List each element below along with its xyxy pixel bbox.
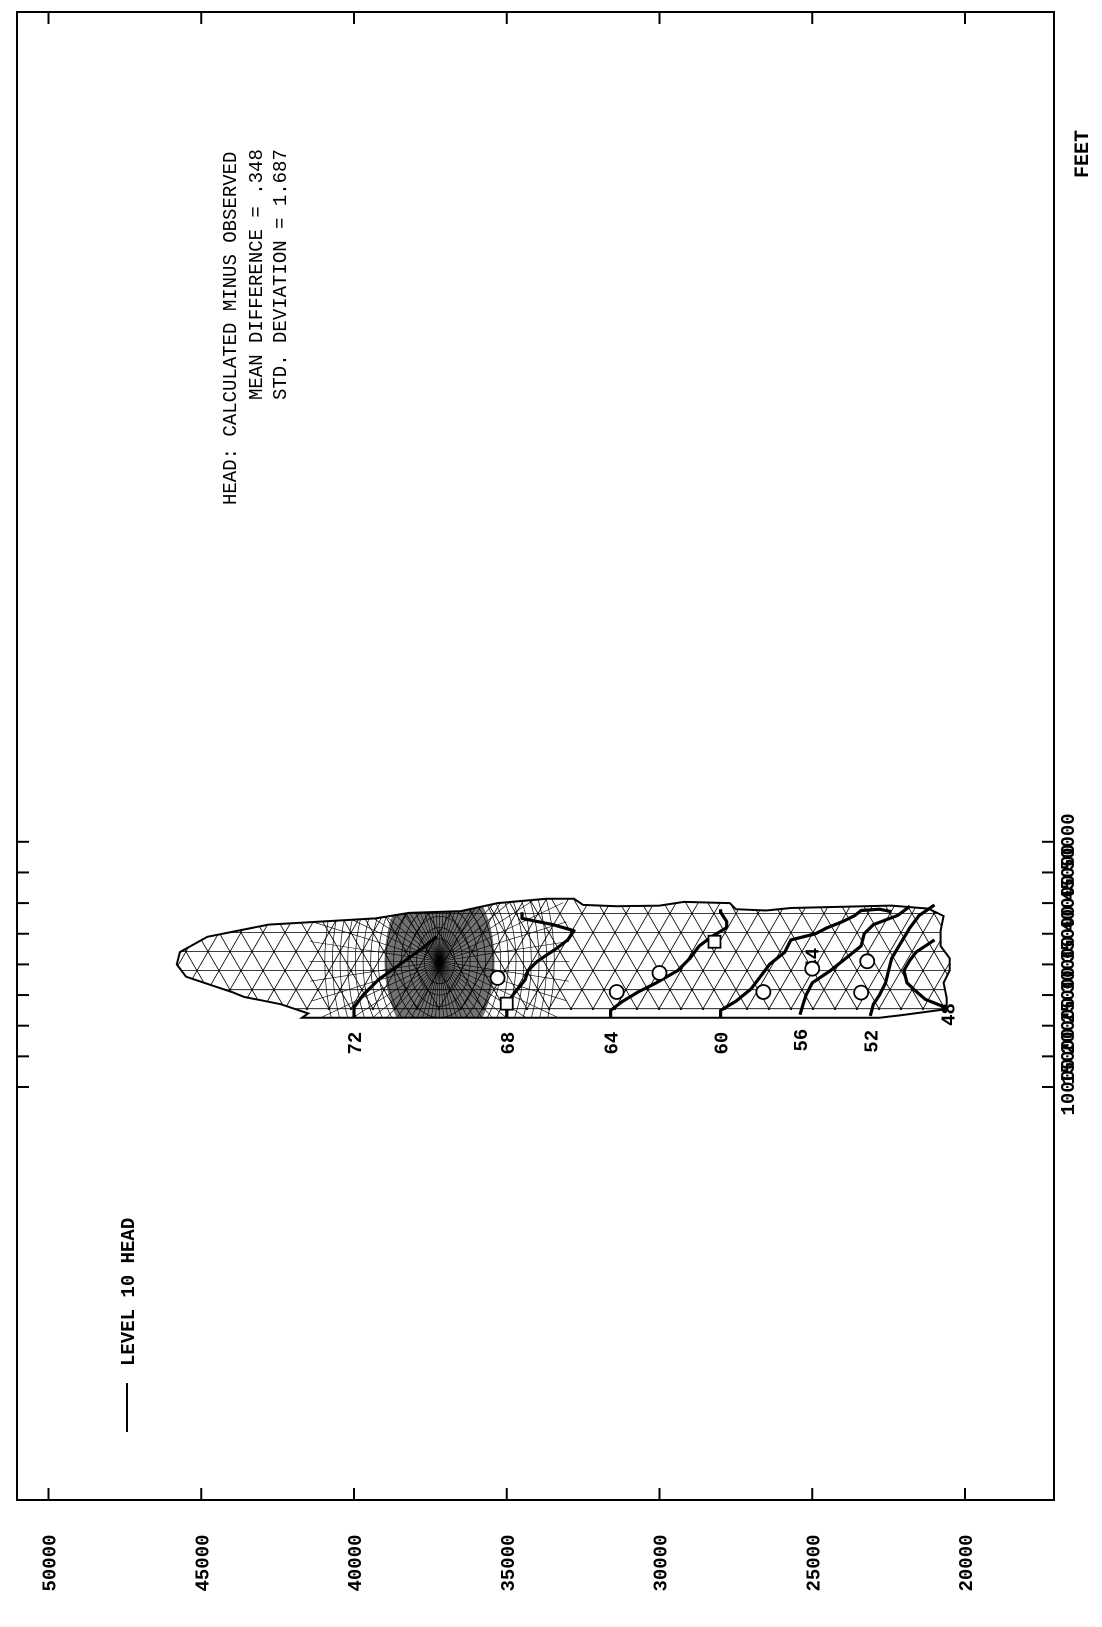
contour-label: 68	[498, 1032, 520, 1055]
contour-48: 48	[902, 938, 961, 1026]
y-axis: 20000 25000 30000 35000 40000 45000 50000	[40, 12, 978, 1592]
contour-56: 56	[791, 904, 911, 1052]
x-tick-label: 20000	[1058, 997, 1080, 1054]
observation-well-marker	[853, 984, 870, 1001]
contour-52: 52	[861, 903, 936, 1053]
observation-well-marker	[489, 969, 506, 986]
axes: 1000015000200002500030000350004000045000…	[17, 12, 1080, 1592]
legend: LEVEL 10 HEAD	[118, 1218, 140, 1432]
contour-label: 72	[345, 1032, 367, 1055]
legend-label: LEVEL 10 HEAD	[118, 1218, 140, 1366]
y-tick-label: 35000	[498, 1534, 520, 1591]
contour-line	[719, 907, 893, 1018]
plot-frame	[16, 11, 1055, 1501]
y-tick-label: 20000	[956, 1534, 978, 1591]
contour-label: 52	[861, 1030, 883, 1053]
y-tick-label: 25000	[803, 1534, 825, 1591]
contour-line	[352, 935, 438, 1018]
contour-label: 56	[791, 1029, 813, 1052]
observation-well-marker	[499, 996, 514, 1011]
x-axis-label: FEET	[1072, 130, 1095, 178]
annotation-std: STD. DEVIATION = 1.687	[270, 149, 292, 400]
mesh-grid	[175, 897, 951, 1019]
contour-line	[902, 938, 948, 1011]
x-tick-label: 40000	[1058, 875, 1080, 932]
observation-well-marker	[859, 953, 876, 970]
y-tick-label: 30000	[651, 1534, 673, 1591]
x-tick-label: 45000	[1058, 844, 1080, 901]
x-axis: 1000015000200002500030000350004000045000…	[17, 813, 1080, 1116]
contour-64: 64	[602, 909, 729, 1055]
contour-label: 48	[939, 1003, 961, 1026]
x-tick-label: 35000	[1058, 905, 1080, 962]
contour-label: 60	[712, 1032, 734, 1055]
observation-well-marker	[755, 984, 772, 1000]
contour-72: 72	[345, 935, 438, 1055]
observation-well-marker	[651, 965, 668, 981]
stats-annotation: HEAD: CALCULATED MINUS OBSERVED MEAN DIF…	[220, 149, 292, 505]
observation-well-marker	[608, 984, 625, 1000]
mesh-triangles	[176, 898, 950, 1018]
x-tick-label: 50000	[1058, 813, 1080, 870]
x-tick-label: 30000	[1058, 936, 1080, 993]
annotation-title: HEAD: CALCULATED MINUS OBSERVED	[220, 152, 242, 505]
contour-line	[505, 912, 576, 1018]
contour-68: 68	[498, 912, 576, 1055]
text-annotations: LEVEL 10 HEAD HEAD: CALCULATED MINUS OBS…	[118, 130, 1095, 1432]
contour-line	[609, 909, 729, 1018]
contour-line	[868, 903, 936, 1017]
mesh-refinement	[309, 898, 570, 1018]
observation-well-marker	[707, 934, 722, 949]
annotation-mean: MEAN DIFFERENCE = .348	[246, 149, 268, 400]
observation-well-marker	[804, 960, 821, 977]
x-tick-label: 25000	[1058, 966, 1080, 1023]
observation-wells	[489, 934, 876, 1011]
mesh-coarse-lines	[176, 898, 950, 1011]
contour-label: 64	[602, 1032, 624, 1055]
x-tick-label: 10000	[1058, 1058, 1080, 1115]
mesh-boundary	[175, 897, 951, 1019]
y-tick-label: 40000	[345, 1534, 367, 1591]
y-tick-label: 45000	[192, 1534, 214, 1591]
y-tick-label: 50000	[40, 1534, 62, 1591]
x-tick-label: 15000	[1058, 1028, 1080, 1085]
contour-line	[798, 904, 911, 1016]
contour-60: 60	[712, 907, 893, 1055]
